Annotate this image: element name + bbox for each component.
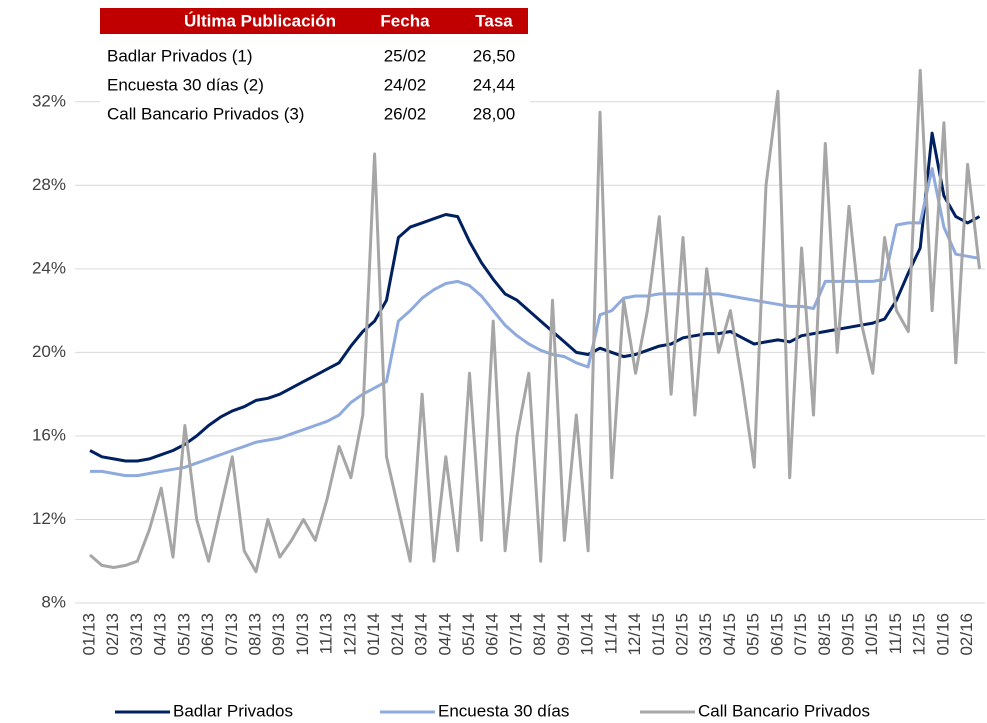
table-cell: 25/02 (384, 46, 427, 65)
x-tick-label: 07/13 (222, 613, 241, 656)
y-tick-label: 20% (32, 342, 66, 361)
x-tick-label: 09/14 (554, 613, 573, 656)
x-tick-label: 10/14 (578, 613, 597, 656)
table-header-cell: Fecha (380, 11, 430, 30)
x-tick-label: 09/15 (839, 613, 858, 656)
x-tick-label: 05/15 (744, 613, 763, 656)
x-tick-label: 02/16 (957, 613, 976, 656)
x-tick-label: 01/14 (364, 613, 383, 656)
x-tick-label: 12/15 (910, 613, 929, 656)
x-tick-label: 11/13 (317, 613, 336, 654)
x-tick-label: 10/13 (293, 613, 312, 656)
x-tick-label: 06/14 (483, 613, 502, 656)
table-cell: Encuesta 30 días (2) (107, 75, 264, 94)
y-tick-label: 28% (32, 175, 66, 194)
series-line (90, 167, 980, 478)
x-tick-label: 04/14 (435, 613, 454, 656)
x-tick-label: 11/15 (886, 613, 905, 654)
x-tick-label: 12/13 (340, 613, 359, 656)
table-cell: 24/02 (384, 75, 427, 94)
table-cell: 26/02 (384, 104, 427, 123)
legend-label: Badlar Privados (173, 701, 293, 720)
x-tick-label: 07/15 (791, 613, 810, 656)
x-tick-label: 05/14 (459, 613, 478, 656)
series-line (89, 68, 981, 574)
x-tick-label: 09/13 (269, 613, 288, 656)
y-tick-label: 12% (32, 509, 66, 528)
y-tick-label: 16% (32, 425, 66, 444)
x-tick-label: 01/15 (649, 613, 668, 656)
x-tick-label: 03/15 (696, 613, 715, 656)
table-cell: Badlar Privados (1) (107, 46, 253, 65)
table-cell: Call Bancario Privados (3) (107, 104, 304, 123)
x-tick-label: 07/14 (506, 613, 525, 656)
x-tick-label: 02/14 (388, 613, 407, 656)
x-tick-label: 08/14 (530, 613, 549, 656)
y-tick-label: 8% (41, 592, 66, 611)
x-tick-label: 06/13 (198, 613, 217, 656)
series-line (89, 131, 981, 463)
x-tick-label: 02/15 (672, 613, 691, 656)
x-tick-label: 01/13 (79, 613, 98, 656)
x-tick-label: 08/13 (246, 613, 265, 656)
x-tick-label: 04/13 (151, 613, 170, 656)
y-tick-label: 32% (32, 91, 66, 110)
x-tick-label: 03/13 (127, 613, 146, 656)
legend-label: Call Bancario Privados (698, 701, 870, 720)
x-tick-label: 04/15 (720, 613, 739, 656)
table-header (100, 8, 528, 34)
table-header-cell: Última Publicación (184, 11, 336, 30)
x-tick-label: 11/14 (601, 613, 620, 654)
x-tick-label: 12/14 (625, 613, 644, 656)
x-tick-label: 03/14 (412, 613, 431, 656)
y-tick-label: 24% (32, 258, 66, 277)
x-tick-label: 01/16 (933, 613, 952, 656)
table-cell: 24,44 (473, 75, 516, 94)
legend-label: Encuesta 30 días (438, 701, 569, 720)
table-header-cell: Tasa (475, 11, 513, 30)
table-cell: 26,50 (473, 46, 516, 65)
table-cell: 28,00 (473, 104, 516, 123)
x-tick-label: 08/15 (815, 613, 834, 656)
x-tick-label: 05/13 (174, 613, 193, 656)
x-tick-label: 02/13 (103, 613, 122, 656)
x-tick-label: 06/15 (767, 613, 786, 656)
x-tick-label: 10/15 (862, 613, 881, 656)
